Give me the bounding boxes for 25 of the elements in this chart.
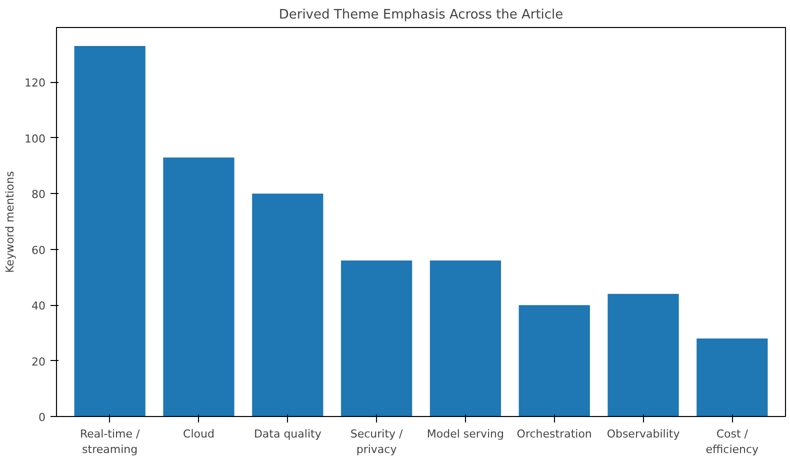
bar bbox=[163, 157, 234, 416]
bar bbox=[74, 46, 146, 416]
y-tick-label: 20 bbox=[32, 355, 46, 368]
y-tick-label: 80 bbox=[32, 188, 46, 202]
x-tick-label: Model serving bbox=[426, 428, 504, 440]
bar bbox=[518, 305, 590, 416]
y-tick-label: 100 bbox=[24, 132, 46, 146]
y-tick-label: 60 bbox=[32, 244, 46, 257]
y-tick-label: 120 bbox=[24, 76, 46, 90]
x-tick-label: Real-time / streaming bbox=[80, 428, 140, 456]
bar bbox=[608, 294, 679, 416]
bar bbox=[696, 338, 768, 416]
x-tick-label: Data quality bbox=[254, 428, 322, 440]
x-tick-label: Cost / efficiency bbox=[706, 428, 760, 456]
x-tick-label: Security / privacy bbox=[350, 428, 404, 456]
x-tick-label: Orchestration bbox=[516, 428, 592, 440]
bar bbox=[430, 260, 502, 416]
y-tick-label: 40 bbox=[32, 300, 46, 313]
x-tick-label: Cloud bbox=[183, 428, 214, 440]
bar bbox=[252, 194, 324, 416]
bar bbox=[340, 260, 412, 416]
x-tick-label: Observability bbox=[606, 428, 680, 440]
y-axis-title: Keyword mentions bbox=[4, 170, 17, 273]
chart-title: Derived Theme Emphasis Across the Article bbox=[278, 8, 564, 22]
y-tick-label: 0 bbox=[38, 411, 46, 424]
